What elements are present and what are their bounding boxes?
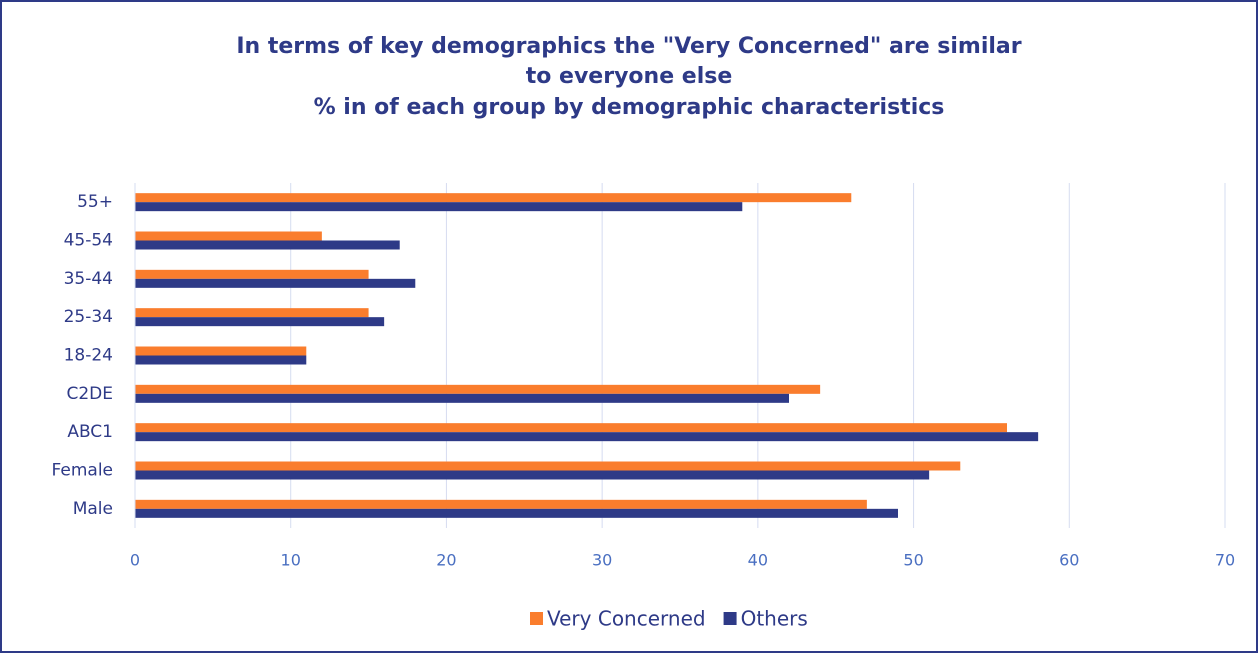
bar (135, 461, 961, 471)
legend-label: Others (741, 607, 808, 631)
bar (135, 432, 1039, 442)
x-tick-label: 40 (748, 551, 768, 570)
bar (135, 423, 1007, 433)
chart-title: In terms of key demographics the "Very C… (236, 34, 1021, 59)
x-tick-label: 50 (903, 551, 923, 570)
x-tick-label: 10 (281, 551, 301, 570)
bar (135, 508, 898, 518)
bar (135, 499, 867, 509)
x-tick-label: 30 (592, 551, 612, 570)
bar (135, 193, 852, 203)
y-tick-label: 25-34 (64, 307, 113, 327)
y-tick-label: Male (73, 499, 113, 519)
chart-title: to everyone else (526, 64, 733, 89)
y-tick-label: ABC1 (67, 422, 113, 442)
bar (135, 240, 400, 250)
bar (135, 317, 385, 327)
y-tick-label: 45-54 (64, 231, 113, 251)
y-tick-label: C2DE (66, 384, 113, 404)
legend-swatch (530, 612, 543, 625)
legend-swatch (723, 612, 737, 625)
bar (135, 384, 821, 394)
bar (135, 231, 322, 241)
x-tick-label: 20 (436, 551, 456, 570)
x-tick-label: 60 (1059, 551, 1079, 570)
bar (135, 308, 369, 318)
bar (135, 278, 416, 288)
x-tick-label: 70 (1215, 551, 1235, 570)
bar (135, 470, 930, 480)
bar (135, 393, 789, 403)
bar (135, 269, 369, 279)
bar (135, 202, 743, 212)
bar (135, 346, 307, 356)
y-tick-label: Female (52, 461, 113, 481)
x-tick-label: 0 (130, 551, 140, 570)
y-tick-label: 18-24 (64, 346, 113, 366)
y-tick-label: 55+ (77, 192, 113, 212)
legend-label: Very Concerned (547, 607, 706, 631)
chart-title: % in of each group by demographic charac… (314, 95, 945, 120)
bar (135, 355, 307, 365)
y-tick-label: 35-44 (64, 269, 113, 289)
